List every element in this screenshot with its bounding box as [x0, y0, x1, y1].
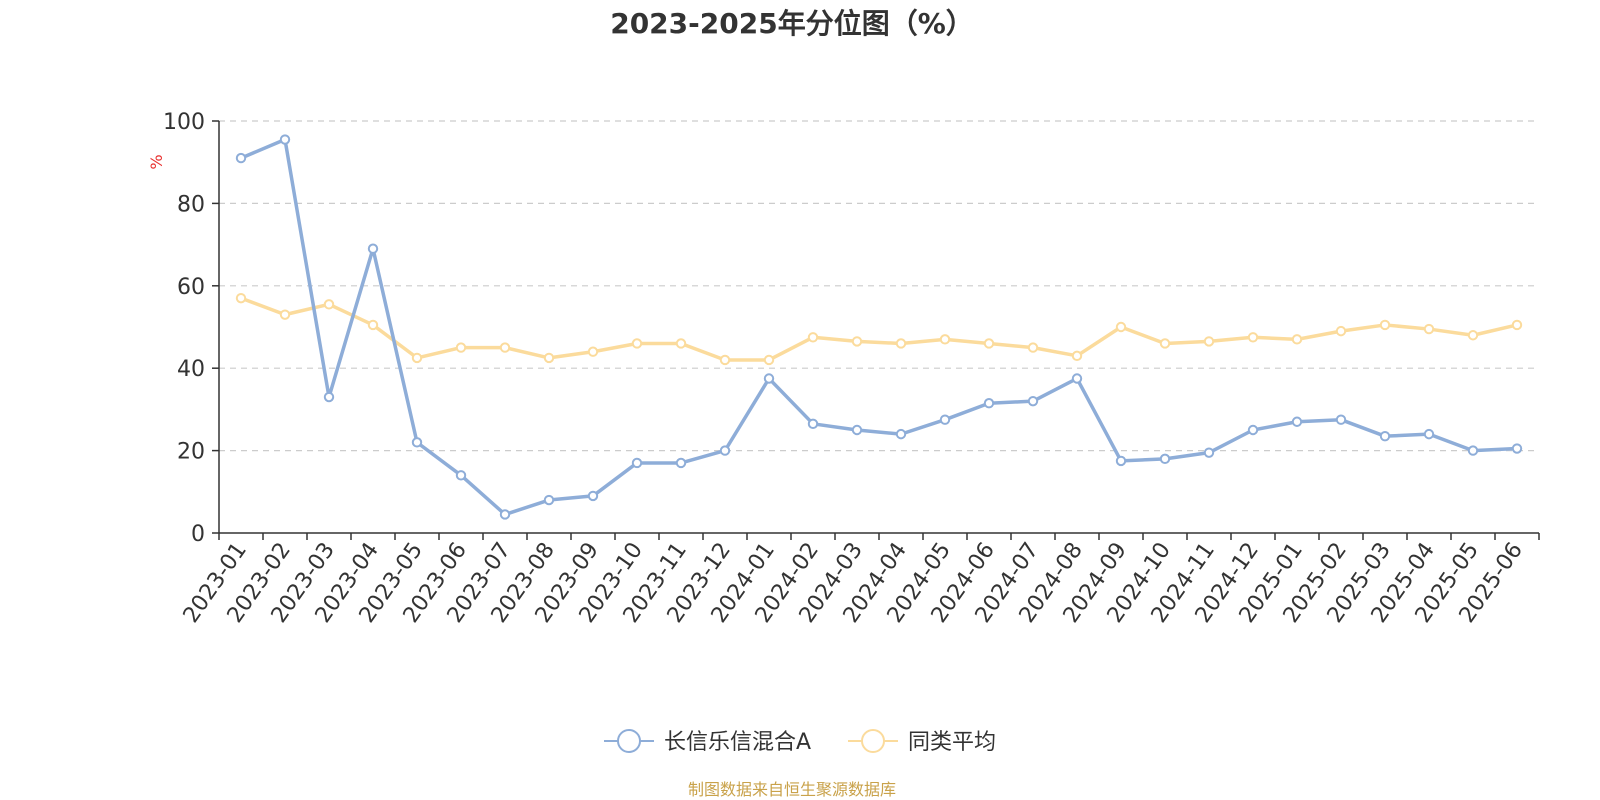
- data-point: [983, 398, 995, 409]
- data-point: [455, 470, 467, 481]
- data-point: [455, 342, 467, 353]
- axes: 0204060801002023-012023-022023-032023-04…: [163, 110, 1540, 628]
- chart-title: 2023-2025年分位图（%）: [610, 7, 974, 40]
- data-point: [1159, 453, 1171, 465]
- data-point: [675, 457, 687, 469]
- series-line: [239, 296, 1519, 362]
- data-point: [895, 338, 907, 349]
- legend-item[interactable]: 长信乐信混合A: [604, 729, 811, 755]
- data-point: [1027, 342, 1039, 353]
- data-point: [499, 342, 511, 353]
- data-point: [763, 354, 775, 366]
- data-point: [1115, 321, 1127, 333]
- y-tick-label: 20: [177, 440, 205, 465]
- series-lines: [235, 134, 1523, 520]
- data-point: [235, 292, 247, 304]
- data-point: [763, 373, 775, 384]
- data-point: [235, 152, 247, 164]
- data-point: [1335, 325, 1347, 337]
- data-point: [279, 309, 291, 320]
- data-point: [939, 414, 951, 425]
- data-point: [1423, 428, 1435, 440]
- data-point: [1115, 455, 1127, 467]
- y-axis-label: %: [147, 154, 166, 169]
- data-point: [895, 428, 907, 440]
- series-line: [239, 137, 1519, 517]
- data-point: [323, 391, 335, 403]
- data-point: [1379, 319, 1391, 331]
- data-point: [851, 424, 863, 436]
- data-point: [499, 509, 511, 520]
- data-point: [1159, 338, 1171, 349]
- data-point: [1511, 319, 1523, 331]
- legend: 长信乐信混合A 同类平均: [604, 729, 996, 755]
- data-point: [1291, 416, 1303, 427]
- y-tick-label: 100: [163, 110, 205, 135]
- data-point: [851, 336, 863, 347]
- legend-item[interactable]: 同类平均: [848, 729, 996, 755]
- data-point: [719, 445, 731, 456]
- data-point: [411, 437, 423, 448]
- grid-lines: [219, 120, 1539, 452]
- data-point: [675, 338, 687, 349]
- data-point: [631, 338, 643, 349]
- data-point: [1511, 443, 1523, 454]
- data-point: [411, 352, 423, 364]
- legend-label: 长信乐信混合A: [664, 730, 811, 755]
- y-tick-label: 80: [177, 192, 205, 217]
- data-point: [543, 494, 555, 506]
- data-point: [367, 243, 379, 254]
- data-point: [367, 319, 379, 331]
- data-point: [1203, 336, 1215, 347]
- data-point: [1247, 424, 1259, 436]
- data-point: [279, 134, 291, 145]
- data-point: [1203, 447, 1215, 458]
- data-point: [587, 346, 599, 357]
- legend-marker: [861, 729, 885, 753]
- data-point: [543, 352, 555, 364]
- data-point: [983, 338, 995, 349]
- data-point: [1247, 332, 1259, 343]
- data-point: [1335, 414, 1347, 425]
- data-point: [719, 354, 731, 366]
- legend-marker: [617, 729, 641, 753]
- data-point: [323, 299, 335, 310]
- legend-label: 同类平均: [908, 730, 996, 755]
- data-point: [1379, 430, 1391, 442]
- data-point: [807, 332, 819, 343]
- data-point: [1071, 350, 1083, 362]
- y-tick-label: 40: [177, 357, 205, 382]
- data-point: [1423, 323, 1435, 335]
- data-point: [631, 457, 643, 469]
- data-point: [807, 418, 819, 430]
- source-note: 制图数据来自恒生聚源数据库: [688, 780, 896, 799]
- y-tick-label: 0: [191, 522, 205, 547]
- data-point: [939, 334, 951, 345]
- data-point: [587, 490, 599, 502]
- data-point: [1467, 445, 1479, 456]
- data-point: [1291, 334, 1303, 345]
- y-tick-label: 60: [177, 275, 205, 300]
- data-point: [1071, 373, 1083, 384]
- data-point: [1027, 395, 1039, 407]
- data-point: [1467, 330, 1479, 341]
